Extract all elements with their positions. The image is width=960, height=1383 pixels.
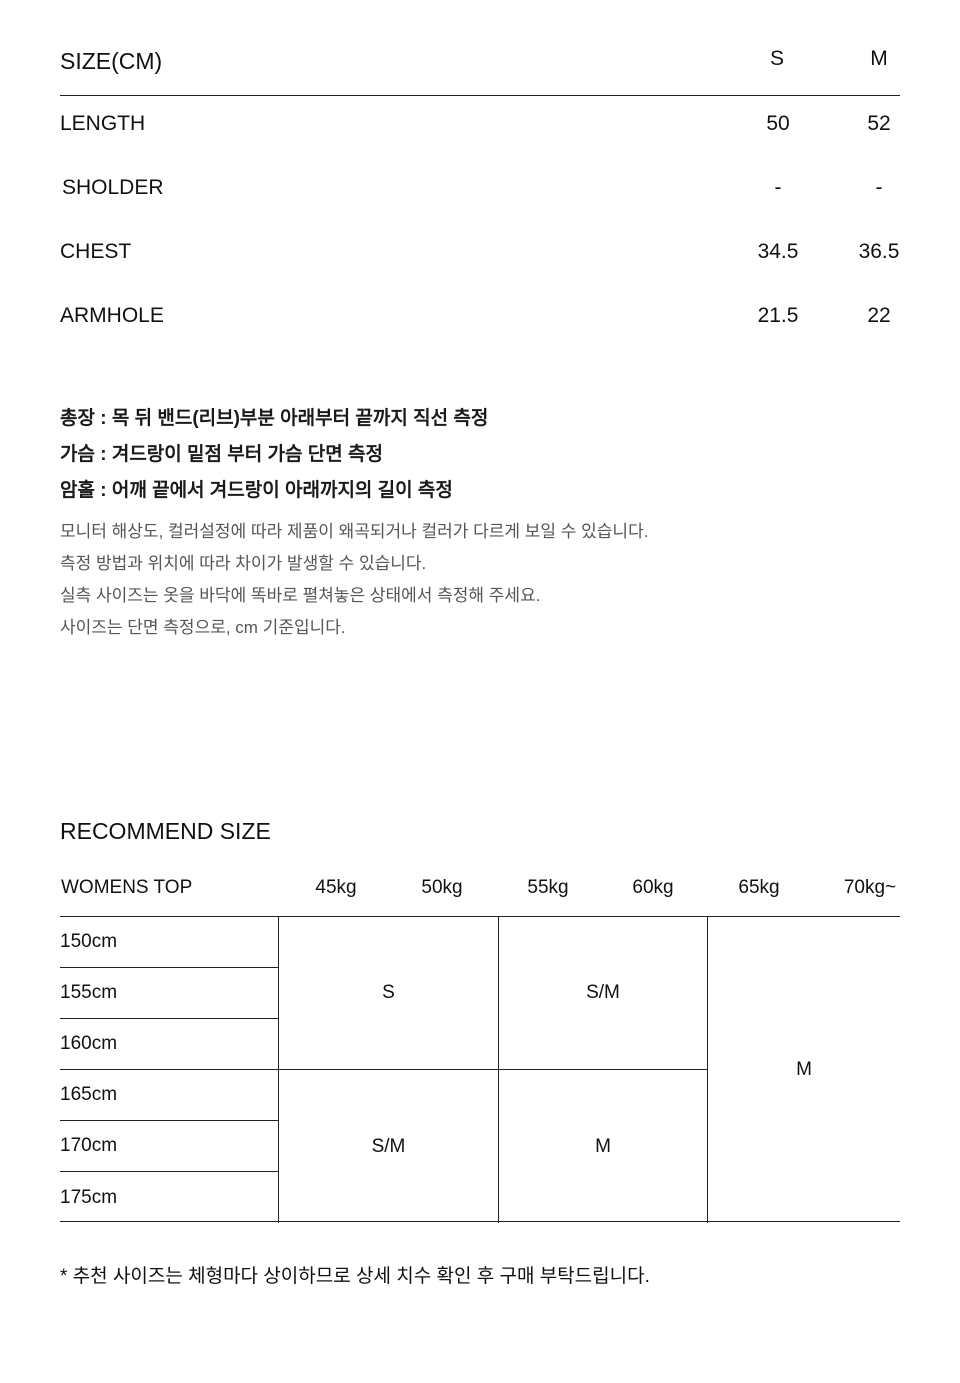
divider — [60, 95, 900, 96]
weight-65: 65kg — [738, 877, 780, 898]
value-length-s: 50 — [766, 112, 790, 135]
size-cell: S — [278, 917, 498, 1070]
value-length-m: 52 — [867, 112, 891, 135]
footnote: * 추천 사이즈는 체형마다 상이하므로 상세 치수 확인 후 구매 부탁드립니… — [60, 1266, 650, 1287]
height-175: 175cm — [60, 1186, 118, 1208]
size-cell: M — [707, 917, 900, 1223]
weight-60: 60kg — [632, 877, 674, 898]
row-label-length: LENGTH — [60, 112, 146, 135]
recommend-table: 150cm 155cm 160cm 165cm 170cm 175cm S S/… — [60, 916, 900, 1223]
size-cell: S/M — [278, 1070, 498, 1223]
recommend-title: RECOMMEND SIZE — [60, 818, 271, 844]
note-flat: 실측 사이즈는 옷을 바닥에 똑바로 펼쳐놓은 상태에서 측정해 주세요. — [60, 586, 541, 605]
weight-45: 45kg — [315, 877, 357, 898]
height-155: 155cm — [60, 968, 278, 1019]
size-cell: M — [498, 1070, 707, 1223]
note-method: 측정 방법과 위치에 따라 차이가 발생할 수 있습니다. — [60, 554, 427, 573]
row-label-armhole: ARMHOLE — [60, 304, 164, 327]
value-armhole-m: 22 — [867, 304, 891, 327]
value-chest-s: 34.5 — [757, 240, 799, 263]
note-length: 총장 : 목 뒤 밴드(리브)부분 아래부터 끝까지 직선 측정 — [60, 408, 489, 429]
value-armhole-s: 21.5 — [757, 304, 799, 327]
size-table-title: SIZE(CM) — [60, 48, 163, 74]
column-header-m: M — [870, 47, 888, 70]
value-shoulder-m: - — [875, 176, 883, 199]
note-armhole: 암홀 : 어깨 끝에서 겨드랑이 아래까지의 길이 측정 — [60, 480, 453, 501]
note-monitor: 모니터 해상도, 컬러설정에 따라 제품이 왜곡되거나 컬러가 다르게 보일 수… — [60, 522, 649, 541]
weight-50: 50kg — [421, 877, 463, 898]
note-unit: 사이즈는 단면 측정으로, cm 기준입니다. — [60, 618, 346, 637]
note-chest: 가슴 : 겨드랑이 밑점 부터 가슴 단면 측정 — [60, 444, 383, 465]
value-shoulder-s: - — [774, 176, 782, 199]
row-label-shoulder: SHOLDER — [62, 176, 164, 199]
column-header-s: S — [769, 47, 784, 70]
height-160: 160cm — [60, 1019, 278, 1070]
header-label: WOMENS TOP — [61, 877, 193, 898]
height-170: 170cm — [60, 1121, 278, 1172]
height-150: 150cm — [60, 917, 278, 968]
weight-55: 55kg — [527, 877, 569, 898]
row-label-chest: CHEST — [60, 240, 132, 263]
weight-70: 70kg~ — [843, 877, 897, 898]
value-chest-m: 36.5 — [858, 240, 900, 263]
height-165: 165cm — [60, 1070, 278, 1121]
size-cell: S/M — [498, 917, 707, 1070]
